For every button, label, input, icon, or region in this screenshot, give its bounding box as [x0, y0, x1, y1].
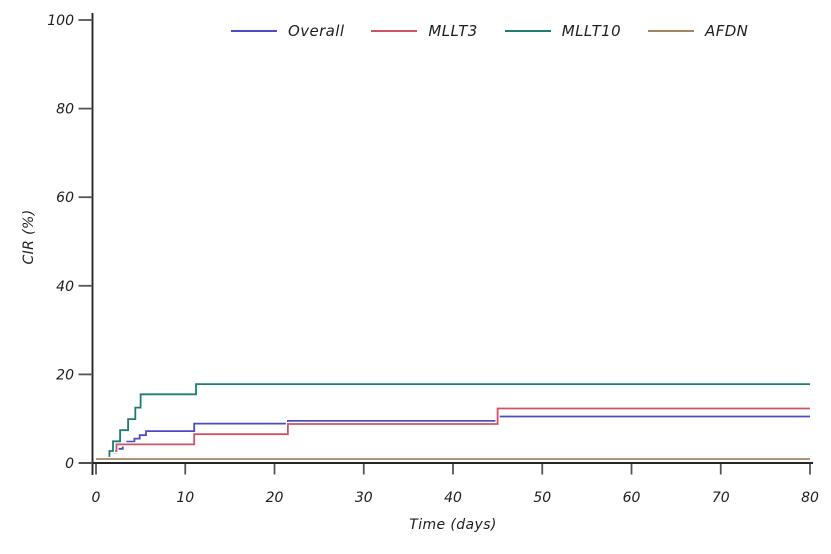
y-tick-label: 100	[47, 13, 74, 29]
x-tick-label: 30	[355, 490, 373, 506]
x-tick-label: 50	[533, 490, 551, 506]
x-tick-label: 0	[92, 490, 101, 506]
legend-item-mllt3: MLLT3	[371, 22, 477, 40]
legend-item-afdn: AFDN	[648, 22, 748, 40]
y-tick-label: 0	[65, 456, 74, 472]
legend-label-mllt3: MLLT3	[428, 22, 478, 40]
y-tick-label: 80	[56, 102, 74, 118]
x-tick-label: 40	[444, 490, 462, 506]
legend-item-mllt10: MLLT10	[504, 22, 622, 40]
y-axis-title: CIR (%)	[21, 209, 37, 265]
legend-label-overall: Overall	[288, 22, 345, 40]
y-tick-label: 60	[56, 190, 74, 206]
y-tick-label: 20	[56, 367, 74, 383]
legend-line-mllt3	[371, 30, 418, 32]
legend-label-afdn: AFDN	[705, 22, 749, 40]
legend-line-mllt10	[504, 30, 551, 32]
y-tick-label: 40	[56, 279, 74, 295]
x-tick-label: 60	[623, 490, 641, 506]
x-axis-title: Time (days)	[409, 517, 497, 533]
x-tick-label: 20	[266, 490, 284, 506]
legend: Overall MLLT3 MLLT10 AFDN	[231, 22, 748, 40]
x-tick-label: 10	[176, 490, 194, 506]
legend-label-mllt10: MLLT10	[561, 22, 622, 40]
series-mllt10-line	[96, 383, 810, 460]
x-tick-label: 70	[712, 490, 730, 506]
legend-line-afdn	[648, 30, 695, 32]
x-tick-label: 80	[801, 490, 819, 506]
legend-item-overall: Overall	[231, 22, 344, 40]
legend-line-overall	[231, 30, 277, 32]
